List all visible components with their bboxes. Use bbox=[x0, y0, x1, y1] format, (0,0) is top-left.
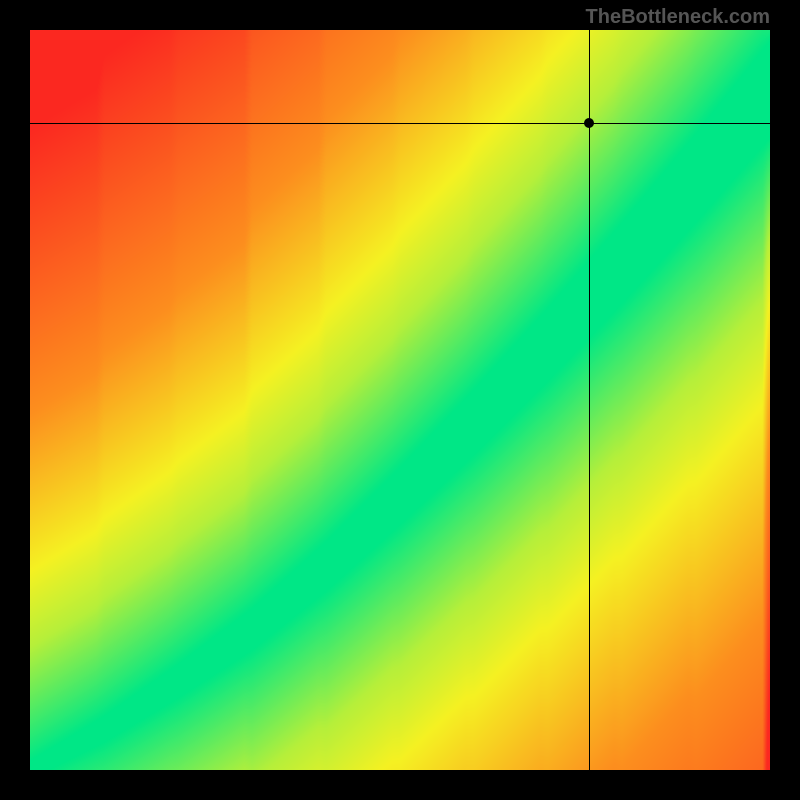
heatmap-plot bbox=[30, 30, 770, 770]
marker-dot bbox=[584, 118, 594, 128]
crosshair-vertical bbox=[589, 30, 590, 770]
heatmap-canvas bbox=[30, 30, 770, 770]
watermark-text: TheBottleneck.com bbox=[586, 6, 770, 29]
crosshair-horizontal bbox=[30, 123, 770, 124]
